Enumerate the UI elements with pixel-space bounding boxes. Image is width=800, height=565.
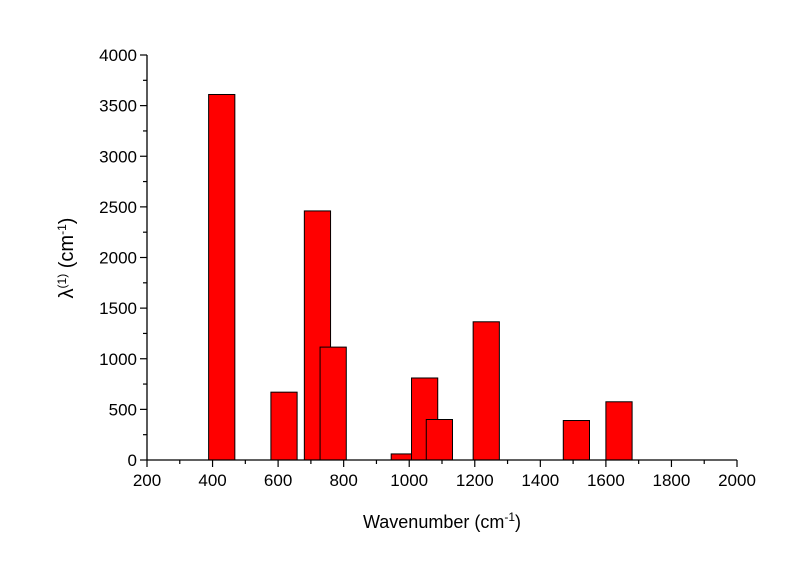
x-tick-label: 1800	[653, 471, 691, 490]
x-tick-label: 2000	[718, 471, 756, 490]
bar-8	[562, 420, 590, 461]
y-tick-label: 3000	[99, 147, 137, 166]
x-tick-label: 1200	[456, 471, 494, 490]
x-tick-label: 200	[133, 471, 161, 490]
x-tick-label: 1600	[587, 471, 625, 490]
y-tick-label: 1000	[99, 350, 137, 369]
x-tick-label: 1000	[390, 471, 428, 490]
x-tick-label: 800	[329, 471, 357, 490]
bar-3	[319, 346, 347, 461]
y-tick-label: 0	[128, 451, 137, 470]
bar-7	[472, 321, 500, 461]
y-tick-label: 500	[109, 400, 137, 419]
y-tick-label: 2000	[99, 249, 137, 268]
bar-6	[425, 419, 453, 461]
x-tick-label: 600	[264, 471, 292, 490]
x-tick-label: 400	[198, 471, 226, 490]
bar-0	[208, 93, 236, 461]
bars-group	[208, 93, 633, 461]
x-axis-title: Wavenumber (cm-1)	[363, 510, 521, 532]
ticks-group: 200 400 600 800 1000 1200 1400 1600 1800 2000 0 500…	[99, 46, 756, 490]
y-tick-label: 1500	[99, 299, 137, 318]
axes-group	[146, 55, 737, 461]
y-tick-label: 2500	[99, 198, 137, 217]
y-tick-label: 3500	[99, 97, 137, 116]
y-axis-title: λ(1) (cm-1)	[55, 218, 78, 299]
bar-9	[605, 401, 633, 461]
y-tick-label: 4000	[99, 46, 137, 65]
bar-1	[270, 391, 298, 461]
x-tick-label: 1400	[521, 471, 559, 490]
